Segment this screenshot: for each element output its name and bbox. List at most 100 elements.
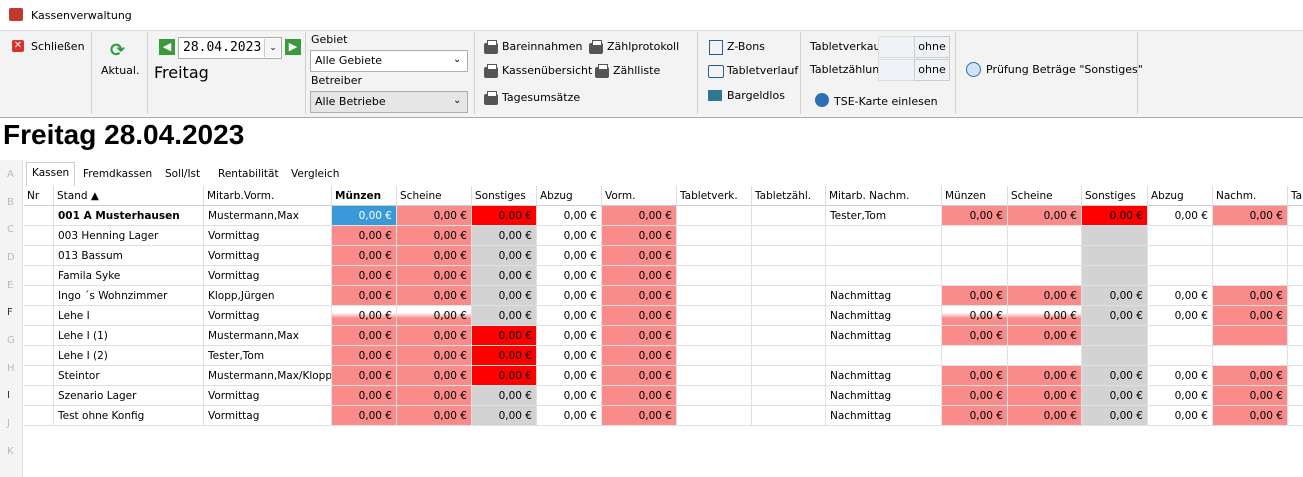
index-letter[interactable]: C <box>7 224 14 235</box>
tab[interactable]: Kassen <box>26 162 76 187</box>
betreiber-select[interactable]: Alle Betriebe <box>310 91 468 113</box>
table-cell[interactable]: Nachmittag <box>826 306 942 326</box>
table-cell[interactable]: Vormittag <box>204 226 332 246</box>
table-cell[interactable] <box>24 406 54 426</box>
table-cell[interactable] <box>1082 326 1148 346</box>
table-cell[interactable]: 0,00 € <box>1213 286 1288 306</box>
table-cell[interactable] <box>826 346 942 366</box>
table-cell[interactable] <box>677 206 752 226</box>
tab[interactable]: Vergleich <box>291 168 340 180</box>
tabletverkauf-value[interactable]: ohne <box>914 36 950 58</box>
table-cell[interactable]: Lehe I (2) <box>54 346 204 366</box>
table-cell[interactable] <box>826 266 942 286</box>
table-cell[interactable]: 0,00 € <box>942 366 1008 386</box>
table-cell[interactable]: 0,00 € <box>397 226 472 246</box>
table-cell[interactable]: Mustermann,Max/Klopp,J <box>204 366 332 386</box>
index-letter[interactable]: G <box>7 335 15 346</box>
table-cell[interactable] <box>1008 266 1082 286</box>
table-cell[interactable]: 0,00 € <box>1008 386 1082 406</box>
table-cell[interactable] <box>1082 226 1148 246</box>
table-cell[interactable]: Vormittag <box>204 406 332 426</box>
table-cell[interactable] <box>1082 246 1148 266</box>
table-cell[interactable]: 0,00 € <box>942 286 1008 306</box>
table-cell[interactable]: 0,00 € <box>537 286 602 306</box>
table-cell[interactable] <box>1213 246 1288 266</box>
table-cell[interactable]: 0,00 € <box>602 206 677 226</box>
table-cell[interactable]: 0,00 € <box>1148 206 1213 226</box>
table-cell[interactable]: 0,00 € <box>537 246 602 266</box>
table-cell[interactable] <box>677 406 752 426</box>
table-cell[interactable]: 0,00 € <box>1082 406 1148 426</box>
table-cell[interactable]: 0,00 € <box>472 266 537 286</box>
table-cell[interactable] <box>752 386 826 406</box>
column-header[interactable]: Scheine <box>1008 186 1082 206</box>
table-cell[interactable]: 0,00 € <box>602 346 677 366</box>
table-cell[interactable] <box>752 286 826 306</box>
table-cell[interactable]: 0,00 € <box>332 206 397 226</box>
bareinnahmen-button[interactable]: Bareinnahmen <box>502 40 583 53</box>
table-cell[interactable]: 0,00 € <box>332 306 397 326</box>
column-header[interactable]: Sonstiges <box>472 186 537 206</box>
refresh-icon[interactable]: ⟳ <box>110 40 126 61</box>
prev-day-button[interactable]: ◀ <box>159 39 175 55</box>
table-cell[interactable]: 0,00 € <box>537 406 602 426</box>
table-cell[interactable] <box>752 366 826 386</box>
table-cell[interactable]: 0,00 € <box>397 406 472 426</box>
tabletzaehlung-value[interactable]: ohne <box>914 59 950 81</box>
table-cell[interactable]: 0,00 € <box>942 206 1008 226</box>
tagesumsaetze-button[interactable]: Tagesumsätze <box>502 91 581 104</box>
bargeldlos-button[interactable]: Bargeldlos <box>727 89 785 102</box>
table-cell[interactable]: 0,00 € <box>472 206 537 226</box>
table-cell[interactable]: 0,00 € <box>397 326 472 346</box>
table-cell[interactable]: 0,00 € <box>602 266 677 286</box>
table-cell[interactable]: 0,00 € <box>537 366 602 386</box>
tab[interactable]: Fremdkassen <box>83 168 153 180</box>
table-cell[interactable] <box>752 266 826 286</box>
index-letter[interactable]: D <box>7 252 15 263</box>
table-cell[interactable] <box>752 306 826 326</box>
table-cell[interactable]: Mustermann,Max <box>204 326 332 346</box>
table-cell[interactable]: Tester,Tom <box>204 346 332 366</box>
table-cell[interactable]: 0,00 € <box>397 366 472 386</box>
table-cell[interactable]: 0,00 € <box>1008 206 1082 226</box>
table-cell[interactable] <box>752 226 826 246</box>
table-cell[interactable]: 0,00 € <box>472 346 537 366</box>
table-cell[interactable] <box>677 346 752 366</box>
table-cell[interactable]: 013 Bassum <box>54 246 204 266</box>
table-cell[interactable]: Nachmittag <box>826 406 942 426</box>
table-cell[interactable]: 0,00 € <box>472 246 537 266</box>
table-cell[interactable]: 0,00 € <box>537 386 602 406</box>
index-letter[interactable]: I <box>7 390 10 401</box>
table-cell[interactable]: 0,00 € <box>602 386 677 406</box>
table-cell[interactable] <box>1148 346 1213 366</box>
table-cell[interactable]: 0,00 € <box>472 286 537 306</box>
column-header[interactable]: Abzug <box>537 186 602 206</box>
table-cell[interactable]: 0,00 € <box>332 406 397 426</box>
table-cell[interactable]: Ingo ´s Wohnzimmer <box>54 286 204 306</box>
close-button[interactable]: Schließen <box>31 40 85 53</box>
table-cell[interactable]: 0,00 € <box>1008 326 1082 346</box>
table-cell[interactable] <box>24 306 54 326</box>
column-header[interactable]: Sonstiges <box>1082 186 1148 206</box>
table-cell[interactable]: 0,00 € <box>332 246 397 266</box>
column-header[interactable]: Nr <box>24 186 54 206</box>
table-cell[interactable]: Famila Syke <box>54 266 204 286</box>
table-cell[interactable]: 0,00 € <box>537 266 602 286</box>
table-cell[interactable]: 0,00 € <box>602 286 677 306</box>
table-cell[interactable]: 0,00 € <box>1082 386 1148 406</box>
table-cell[interactable]: 0,00 € <box>472 386 537 406</box>
column-header[interactable]: Vorm. <box>602 186 677 206</box>
z-bons-button[interactable]: Z-Bons <box>727 40 765 53</box>
index-letter[interactable]: J <box>7 418 10 429</box>
refresh-button[interactable]: Aktual. <box>101 64 140 77</box>
table-cell[interactable] <box>1213 226 1288 246</box>
table-cell[interactable] <box>24 246 54 266</box>
table-cell[interactable]: 0,00 € <box>1082 306 1148 326</box>
table-cell[interactable]: 0,00 € <box>1213 306 1288 326</box>
column-header[interactable]: Scheine <box>397 186 472 206</box>
table-cell[interactable]: 003 Henning Lager <box>54 226 204 246</box>
table-cell[interactable] <box>942 246 1008 266</box>
table-cell[interactable] <box>24 226 54 246</box>
table-cell[interactable] <box>677 306 752 326</box>
table-cell[interactable]: Steintor <box>54 366 204 386</box>
